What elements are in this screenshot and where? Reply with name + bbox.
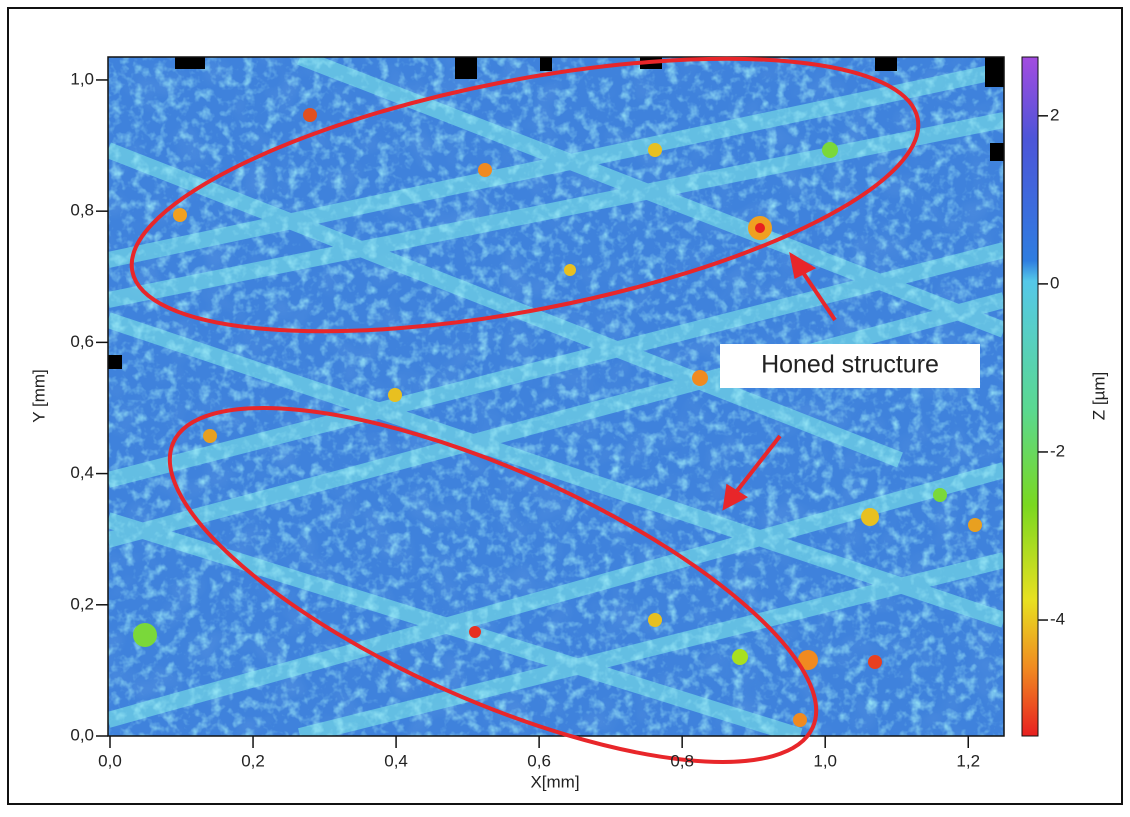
- x-tick-label: 0,6: [527, 751, 551, 770]
- annotation-box: [720, 344, 980, 388]
- y-tick-label: 0,6: [70, 332, 94, 351]
- y-tick-label: 0,0: [70, 725, 94, 744]
- x-tick-label: 0,4: [384, 751, 408, 770]
- y-tick-label: 0,2: [70, 594, 94, 613]
- y-tick-label: 0,8: [70, 201, 94, 220]
- colorbar-tick-label: 0: [1050, 273, 1059, 292]
- y-tick-label: 0,4: [70, 463, 94, 482]
- x-tick-label: 1,0: [813, 751, 837, 770]
- colorbar-label: Z [µm]: [1089, 372, 1108, 421]
- colorbar-tick-label: 2: [1050, 105, 1059, 124]
- colorbar: [1021, 56, 1039, 737]
- y-axis-label: Y [mm]: [29, 369, 48, 423]
- annotation: Honed structure: [761, 351, 939, 379]
- x-tick-label: 0,8: [670, 751, 694, 770]
- x-axis-label: X[mm]: [530, 772, 579, 791]
- surface-image: [108, 57, 1004, 736]
- annotation-shapes: [129, 56, 921, 764]
- x-tick-label: 0,0: [98, 751, 122, 770]
- y-tick-label: 1,0: [70, 69, 94, 88]
- x-tick-label: 0,2: [241, 751, 265, 770]
- colorbar-tick-label: -2: [1050, 441, 1065, 460]
- colorbar-tick-label: -4: [1050, 610, 1065, 629]
- plot-frame: [107, 56, 1005, 737]
- x-tick-label: 1,2: [956, 751, 980, 770]
